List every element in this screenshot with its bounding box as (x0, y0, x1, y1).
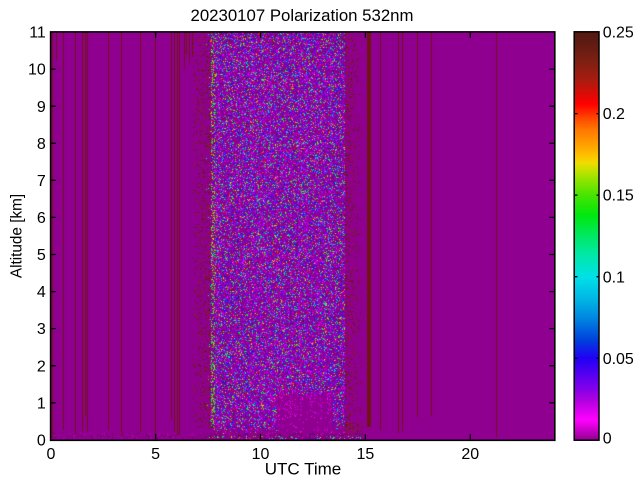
svg-text:0: 0 (37, 432, 46, 449)
svg-text:10: 10 (28, 62, 46, 79)
svg-text:4: 4 (37, 284, 46, 301)
svg-text:0.25: 0.25 (603, 25, 634, 42)
svg-text:20230107 Polarization 532nm: 20230107 Polarization 532nm (191, 6, 414, 25)
svg-text:7: 7 (37, 173, 46, 190)
svg-text:6: 6 (37, 210, 46, 227)
svg-text:0.15: 0.15 (603, 188, 634, 205)
svg-text:11: 11 (29, 25, 46, 42)
svg-text:UTC Time: UTC Time (265, 459, 342, 478)
svg-text:Altitude [km]: Altitude [km] (9, 194, 26, 278)
svg-text:1: 1 (37, 395, 46, 412)
svg-text:0.2: 0.2 (603, 106, 625, 123)
svg-text:5: 5 (37, 247, 46, 264)
svg-text:3: 3 (37, 321, 46, 338)
svg-text:15: 15 (357, 446, 375, 463)
svg-text:0.05: 0.05 (603, 351, 634, 368)
svg-text:0: 0 (603, 430, 612, 447)
svg-text:20: 20 (461, 446, 479, 463)
svg-text:9: 9 (37, 99, 46, 116)
svg-text:8: 8 (37, 136, 46, 153)
svg-text:0.1: 0.1 (603, 269, 625, 286)
svg-text:10: 10 (252, 446, 270, 463)
svg-text:0: 0 (47, 446, 56, 463)
svg-text:5: 5 (151, 446, 160, 463)
svg-text:2: 2 (37, 358, 46, 375)
